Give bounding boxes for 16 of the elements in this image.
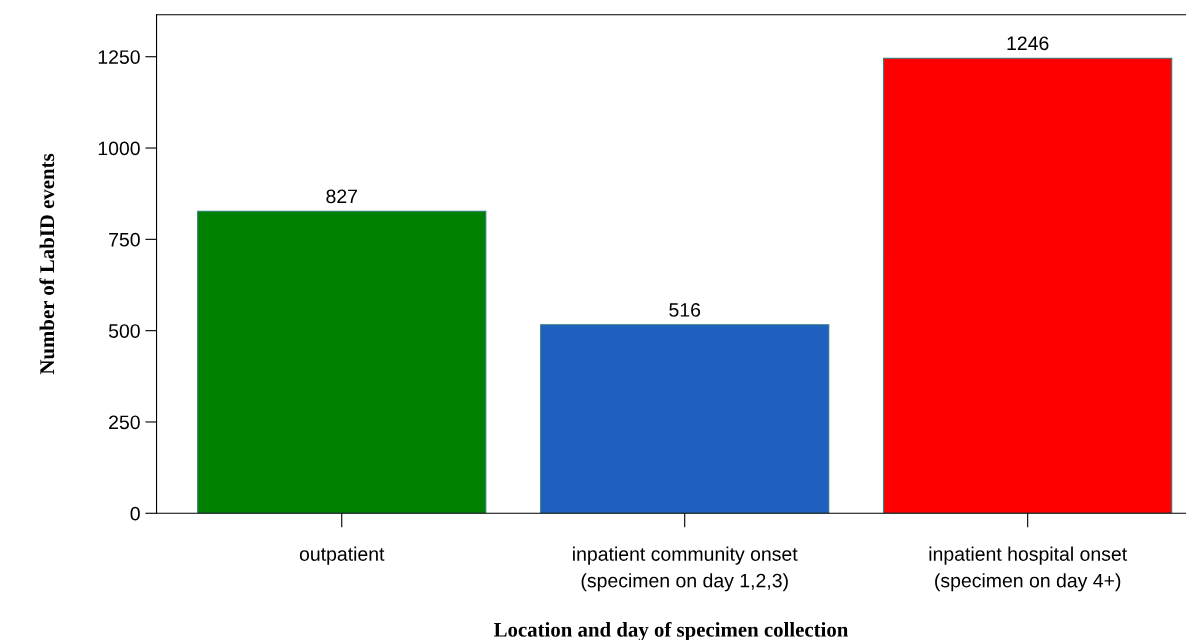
bar [883,57,1173,514]
data-label: 516 [669,303,701,317]
x-tick-label: outpatient [299,546,385,565]
x-tick-label: inpatient community onset (specimen on day 1,2,3) [573,546,798,592]
y-tick-label: 250 [109,415,140,430]
y-tick-label: 750 [109,232,140,247]
data-label: 1246 [1007,36,1049,51]
bar [540,324,830,514]
y-tick-label: 0 [130,506,140,521]
y-axis-title: Number of LabID events [39,153,55,375]
y-tick-label: 1000 [98,141,140,156]
data-label: 827 [326,189,357,204]
y-tick-label: 500 [108,324,140,338]
x-tick-label: inpatient hospital onset (specimen on day 4+) [929,546,1127,592]
y-tick-label: 1250 [98,50,140,64]
bar [197,210,487,514]
